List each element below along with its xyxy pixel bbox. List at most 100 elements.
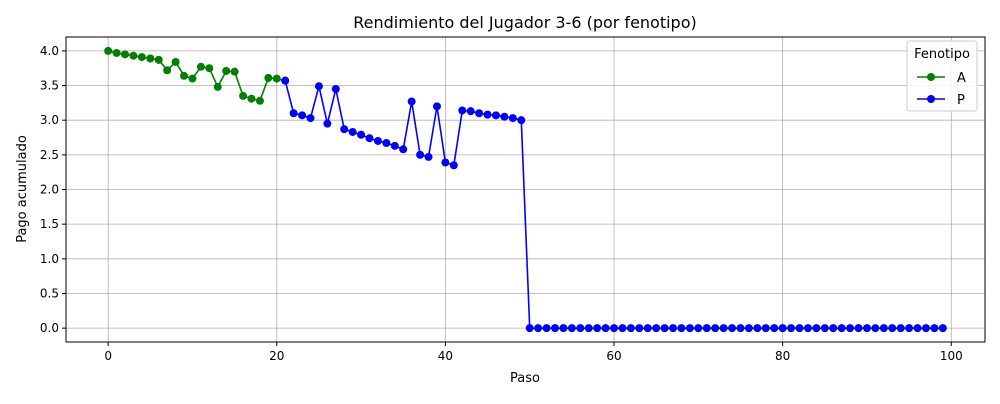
data-point-P (652, 324, 661, 333)
data-point-P (559, 324, 568, 333)
data-point-P (390, 141, 399, 150)
x-tick-label: 40 (438, 349, 453, 363)
y-axis-label: Pago acumulado (15, 135, 30, 243)
data-point-P (441, 158, 450, 167)
data-point-P (365, 134, 374, 143)
y-tick-label: 2.5 (40, 148, 59, 162)
x-tick-label: 100 (940, 349, 963, 363)
y-tick-label: 1.5 (40, 217, 59, 231)
data-point-P (803, 324, 812, 333)
data-point-A (272, 74, 281, 83)
x-tick-label: 20 (269, 349, 284, 363)
data-point-P (508, 114, 517, 123)
data-point-P (610, 324, 619, 333)
grid-lines (66, 37, 985, 342)
data-point-P (399, 145, 408, 154)
data-point-A (247, 94, 256, 103)
data-point-P (770, 324, 779, 333)
x-tick-label: 60 (606, 349, 621, 363)
legend-marker-P (927, 95, 935, 103)
data-point-P (281, 76, 290, 85)
data-point-P (500, 112, 509, 121)
legend-label-P: P (957, 93, 965, 108)
data-point-P (618, 324, 627, 333)
data-point-P (753, 324, 762, 333)
data-point-P (525, 324, 534, 333)
data-point-P (728, 324, 737, 333)
y-tick-label: 3.5 (40, 79, 59, 93)
data-point-P (449, 161, 458, 170)
data-point-P (542, 324, 551, 333)
data-point-P (635, 324, 644, 333)
data-point-P (846, 324, 855, 333)
data-point-P (871, 324, 880, 333)
data-point-P (719, 324, 728, 333)
data-point-P (424, 152, 433, 161)
x-axis-label: Paso (510, 371, 540, 386)
data-point-A (112, 48, 121, 57)
data-point-P (736, 324, 745, 333)
data-point-A (163, 66, 172, 75)
data-point-P (837, 324, 846, 333)
data-point-P (357, 130, 366, 139)
data-point-A (213, 82, 222, 91)
legend: Fenotipo AP (906, 40, 978, 112)
data-point-P (921, 324, 930, 333)
data-point-P (289, 109, 298, 118)
data-point-P (491, 111, 500, 120)
data-point-P (938, 324, 947, 333)
data-point-P (761, 324, 770, 333)
data-point-P (466, 107, 475, 116)
legend-title: Fenotipo (914, 47, 970, 62)
data-point-P (340, 125, 349, 134)
data-point-P (905, 324, 914, 333)
data-point-P (820, 324, 829, 333)
data-point-P (702, 324, 711, 333)
data-point-P (534, 324, 543, 333)
data-point-P (584, 324, 593, 333)
legend-entries: AP (917, 71, 966, 108)
data-point-P (854, 324, 863, 333)
legend-marker-A (927, 73, 935, 81)
data-point-A (205, 64, 214, 73)
legend-label-A: A (957, 71, 966, 86)
data-point-P (626, 324, 635, 333)
data-point-P (812, 324, 821, 333)
data-point-P (896, 324, 905, 333)
data-point-P (298, 111, 307, 120)
data-point-A (154, 55, 163, 64)
data-point-P (323, 119, 332, 128)
data-point-P (382, 139, 391, 148)
data-point-P (711, 324, 720, 333)
data-point-P (888, 324, 897, 333)
data-point-P (660, 324, 669, 333)
data-point-A (264, 73, 273, 82)
x-tick-label: 0 (104, 349, 112, 363)
data-point-A (255, 96, 264, 105)
data-point-P (930, 324, 939, 333)
data-point-P (685, 324, 694, 333)
data-point-P (517, 116, 526, 125)
data-point-A (239, 91, 248, 100)
data-point-P (348, 127, 357, 136)
data-point-P (669, 324, 678, 333)
y-tick-label: 1.0 (40, 252, 59, 266)
y-tick-label: 0.0 (40, 321, 59, 335)
data-point-P (458, 106, 467, 115)
y-tick-label: 2.0 (40, 183, 59, 197)
data-point-P (829, 324, 838, 333)
data-point-P (694, 324, 703, 333)
data-point-A (188, 74, 197, 83)
data-point-A (171, 57, 180, 66)
data-point-A (230, 67, 239, 76)
data-point-P (576, 324, 585, 333)
data-point-A (196, 62, 205, 71)
chart-title: Rendimiento del Jugador 3-6 (por fenotip… (353, 13, 697, 32)
data-point-A (104, 46, 113, 55)
data-point-P (306, 114, 315, 123)
data-point-A (180, 71, 189, 80)
data-point-P (551, 324, 560, 333)
data-point-P (879, 324, 888, 333)
